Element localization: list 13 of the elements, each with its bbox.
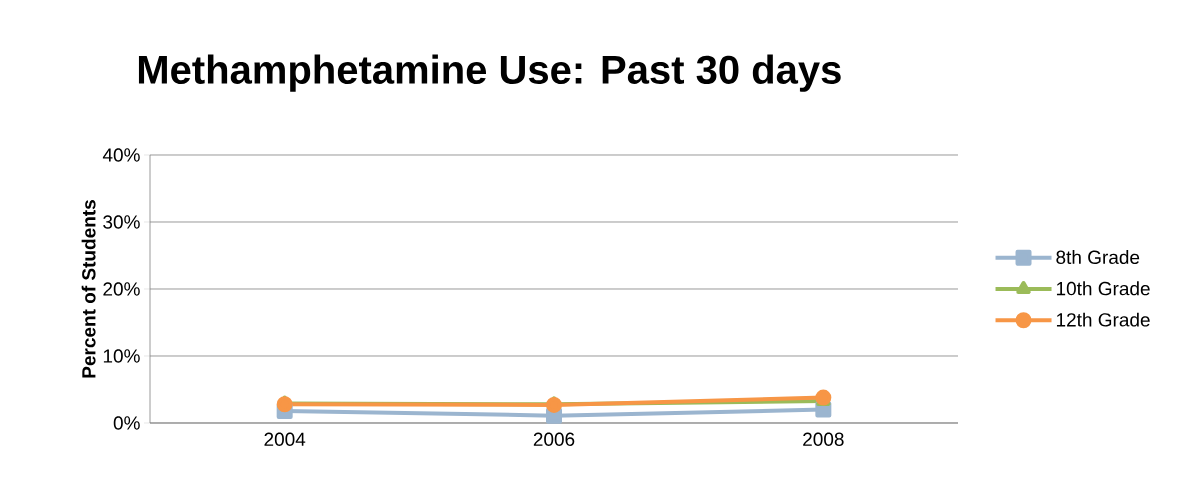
y-tick-label: 10% [103,349,140,363]
x-tick-label: 2006 [533,432,575,446]
y-tick-label: 20% [103,282,140,296]
x-tick-label: 2004 [264,432,306,446]
legend-label: 10th Grade [1056,281,1150,296]
y-tick-label: 30% [103,215,140,229]
y-axis-title: Percent of Students [81,200,96,378]
x-tick-label: 2008 [803,432,844,446]
y-tick-label: 0% [113,416,140,430]
legend-label: 8th Grade [1056,250,1140,265]
y-tick-label: 40% [102,148,140,162]
legend-label: 12th Grade [1056,312,1150,327]
chart-title: Methamphetamine Use: Past 30 days [138,54,841,92]
